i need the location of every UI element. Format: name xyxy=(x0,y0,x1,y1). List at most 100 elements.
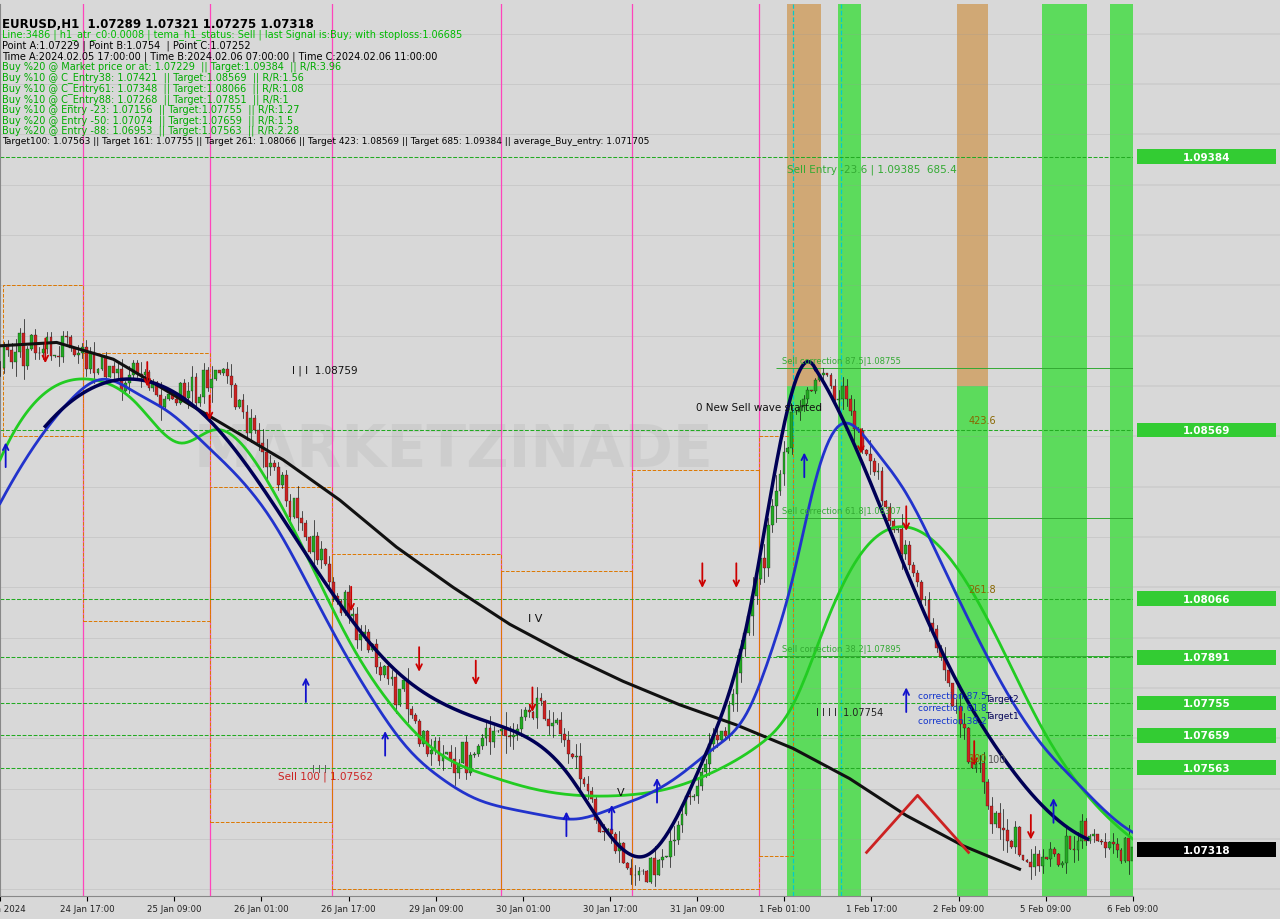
Bar xyxy=(69,338,72,349)
Bar xyxy=(829,376,832,386)
Bar xyxy=(238,401,241,407)
Bar xyxy=(116,369,119,374)
Bar xyxy=(759,558,762,580)
Bar xyxy=(920,583,923,601)
Bar xyxy=(1092,834,1094,836)
Bar xyxy=(622,843,625,863)
Bar xyxy=(26,349,29,367)
Bar xyxy=(375,644,378,667)
Bar xyxy=(1042,5,1088,896)
Bar xyxy=(198,397,201,403)
Text: Buy %10 @ C_Entry88: 1.07268  || Target:1.07851  || R/R:1: Buy %10 @ C_Entry88: 1.07268 || Target:1… xyxy=(3,94,289,105)
Bar xyxy=(957,387,988,896)
Text: Buy %10 @ C_Entry38: 1.07421  || Target:1.08569  || R/R:1.56: Buy %10 @ C_Entry38: 1.07421 || Target:1… xyxy=(3,73,305,84)
Bar xyxy=(187,391,189,399)
Bar xyxy=(755,580,758,596)
FancyBboxPatch shape xyxy=(1137,843,1276,857)
Bar xyxy=(911,565,915,573)
Bar xyxy=(1096,834,1100,841)
Bar xyxy=(959,707,961,724)
Bar xyxy=(1037,855,1041,866)
Bar xyxy=(257,430,260,444)
Bar xyxy=(1120,850,1123,861)
Bar xyxy=(524,710,526,717)
Bar xyxy=(1116,845,1119,850)
Bar xyxy=(218,371,221,374)
Bar xyxy=(787,387,822,896)
Bar xyxy=(109,367,111,377)
FancyBboxPatch shape xyxy=(1137,760,1276,775)
Bar xyxy=(276,468,280,485)
Text: I | I  1.08759: I | I 1.08759 xyxy=(292,365,358,376)
Bar xyxy=(46,337,49,349)
Text: correction 87.5: correction 87.5 xyxy=(918,691,987,700)
Bar xyxy=(1021,856,1024,860)
Bar xyxy=(567,740,570,754)
Bar xyxy=(147,372,150,389)
Bar xyxy=(42,349,45,353)
Bar xyxy=(841,387,844,400)
Bar xyxy=(571,754,573,757)
Bar xyxy=(957,5,988,387)
Bar xyxy=(548,719,550,726)
Bar xyxy=(586,784,589,791)
Bar xyxy=(96,369,100,373)
Bar xyxy=(700,773,703,786)
Bar xyxy=(1080,822,1083,841)
Bar xyxy=(582,779,585,784)
Bar xyxy=(782,452,786,475)
Bar xyxy=(833,386,836,401)
Bar xyxy=(33,335,37,354)
Bar xyxy=(1002,829,1005,830)
Bar xyxy=(461,742,463,764)
Bar xyxy=(974,764,978,768)
Bar xyxy=(105,357,108,377)
Bar xyxy=(767,526,769,568)
Bar xyxy=(594,799,598,821)
Bar xyxy=(778,475,781,492)
Bar xyxy=(632,471,759,890)
Bar xyxy=(696,786,699,797)
Bar xyxy=(963,724,965,728)
Bar xyxy=(250,418,252,434)
Bar xyxy=(394,677,397,706)
Bar xyxy=(908,546,911,565)
Bar xyxy=(485,729,488,738)
Bar xyxy=(284,476,288,502)
Bar xyxy=(398,689,401,706)
Bar xyxy=(607,830,609,832)
Bar xyxy=(128,376,131,384)
Bar xyxy=(221,369,225,374)
Bar xyxy=(493,731,495,743)
Bar xyxy=(324,550,326,564)
Text: V: V xyxy=(617,788,625,798)
Bar xyxy=(1128,838,1130,861)
Bar xyxy=(92,352,96,373)
Bar xyxy=(132,364,134,376)
Bar xyxy=(884,502,887,507)
Bar xyxy=(716,735,718,741)
Bar xyxy=(1100,841,1103,843)
Bar xyxy=(29,335,33,349)
Bar xyxy=(419,720,421,744)
Bar xyxy=(422,732,425,744)
Bar xyxy=(1018,827,1020,856)
Bar xyxy=(253,418,256,430)
Text: 100: 100 xyxy=(969,753,987,763)
Bar xyxy=(18,334,20,353)
Bar xyxy=(991,806,993,824)
Bar xyxy=(1046,857,1048,859)
Bar xyxy=(669,842,672,857)
Bar xyxy=(328,564,330,582)
Bar xyxy=(915,573,919,583)
Bar xyxy=(206,370,209,389)
FancyBboxPatch shape xyxy=(1137,150,1276,165)
Text: Point A:1.07229 | Point B:1.0754  | Point C:1.07252: Point A:1.07229 | Point B:1.0754 | Point… xyxy=(3,40,251,51)
Bar xyxy=(535,698,539,718)
Bar xyxy=(500,730,503,732)
Bar xyxy=(50,337,52,357)
Bar xyxy=(301,518,303,524)
Bar xyxy=(692,797,695,798)
Bar xyxy=(704,765,707,773)
Bar xyxy=(653,857,657,875)
